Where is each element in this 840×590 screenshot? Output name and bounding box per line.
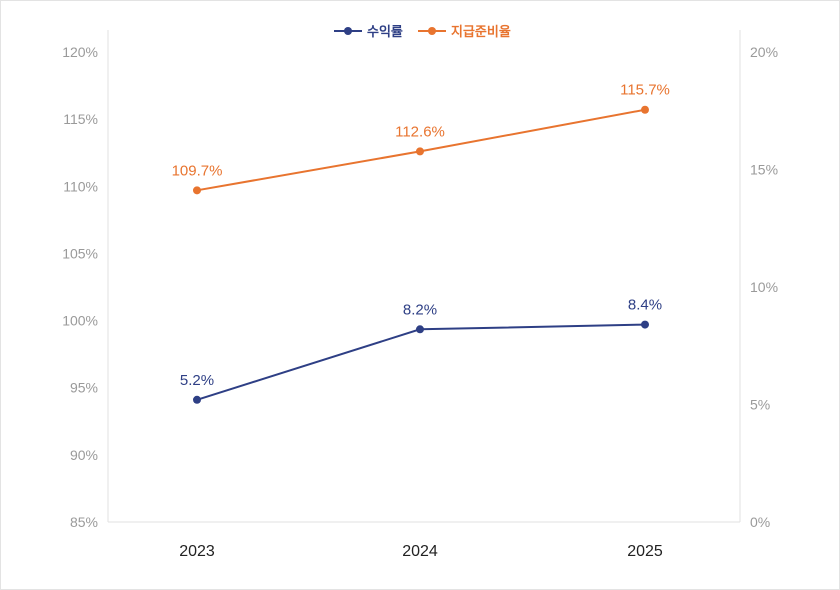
data-label: 115.7%: [620, 82, 670, 99]
data-point: [193, 186, 201, 195]
category-label: 2023: [179, 543, 215, 560]
data-label: 112.6%: [395, 123, 445, 140]
right-tick-label: 20%: [750, 44, 778, 60]
right-tick-label: 5%: [750, 397, 770, 413]
legend-label: 수익률: [367, 24, 403, 40]
data-label: 8.4%: [628, 297, 662, 314]
data-point: [193, 395, 201, 404]
data-point: [641, 320, 649, 329]
category-label: 2025: [627, 543, 663, 560]
left-tick-label: 120%: [62, 44, 98, 60]
left-tick-label: 85%: [70, 514, 98, 530]
left-tick-label: 110%: [63, 178, 98, 194]
left-tick-label: 105%: [62, 245, 98, 261]
legend-marker: [428, 27, 436, 35]
right-tick-label: 15%: [750, 162, 778, 178]
data-point: [416, 325, 424, 334]
category-label: 2024: [402, 543, 438, 560]
data-point: [416, 147, 424, 156]
legend-marker: [344, 27, 352, 35]
right-tick-label: 10%: [750, 279, 778, 295]
data-label: 109.7%: [172, 162, 223, 179]
right-tick-label: 0%: [750, 514, 770, 530]
data-label: 8.2%: [403, 301, 437, 318]
data-point: [641, 105, 649, 114]
data-label: 5.2%: [180, 372, 214, 389]
legend-label: 지급준비율: [451, 24, 511, 40]
left-tick-label: 100%: [62, 313, 98, 329]
left-tick-label: 90%: [70, 447, 98, 463]
left-tick-label: 115%: [63, 111, 98, 127]
left-tick-label: 95%: [70, 380, 98, 396]
series-line: [196, 323, 646, 401]
